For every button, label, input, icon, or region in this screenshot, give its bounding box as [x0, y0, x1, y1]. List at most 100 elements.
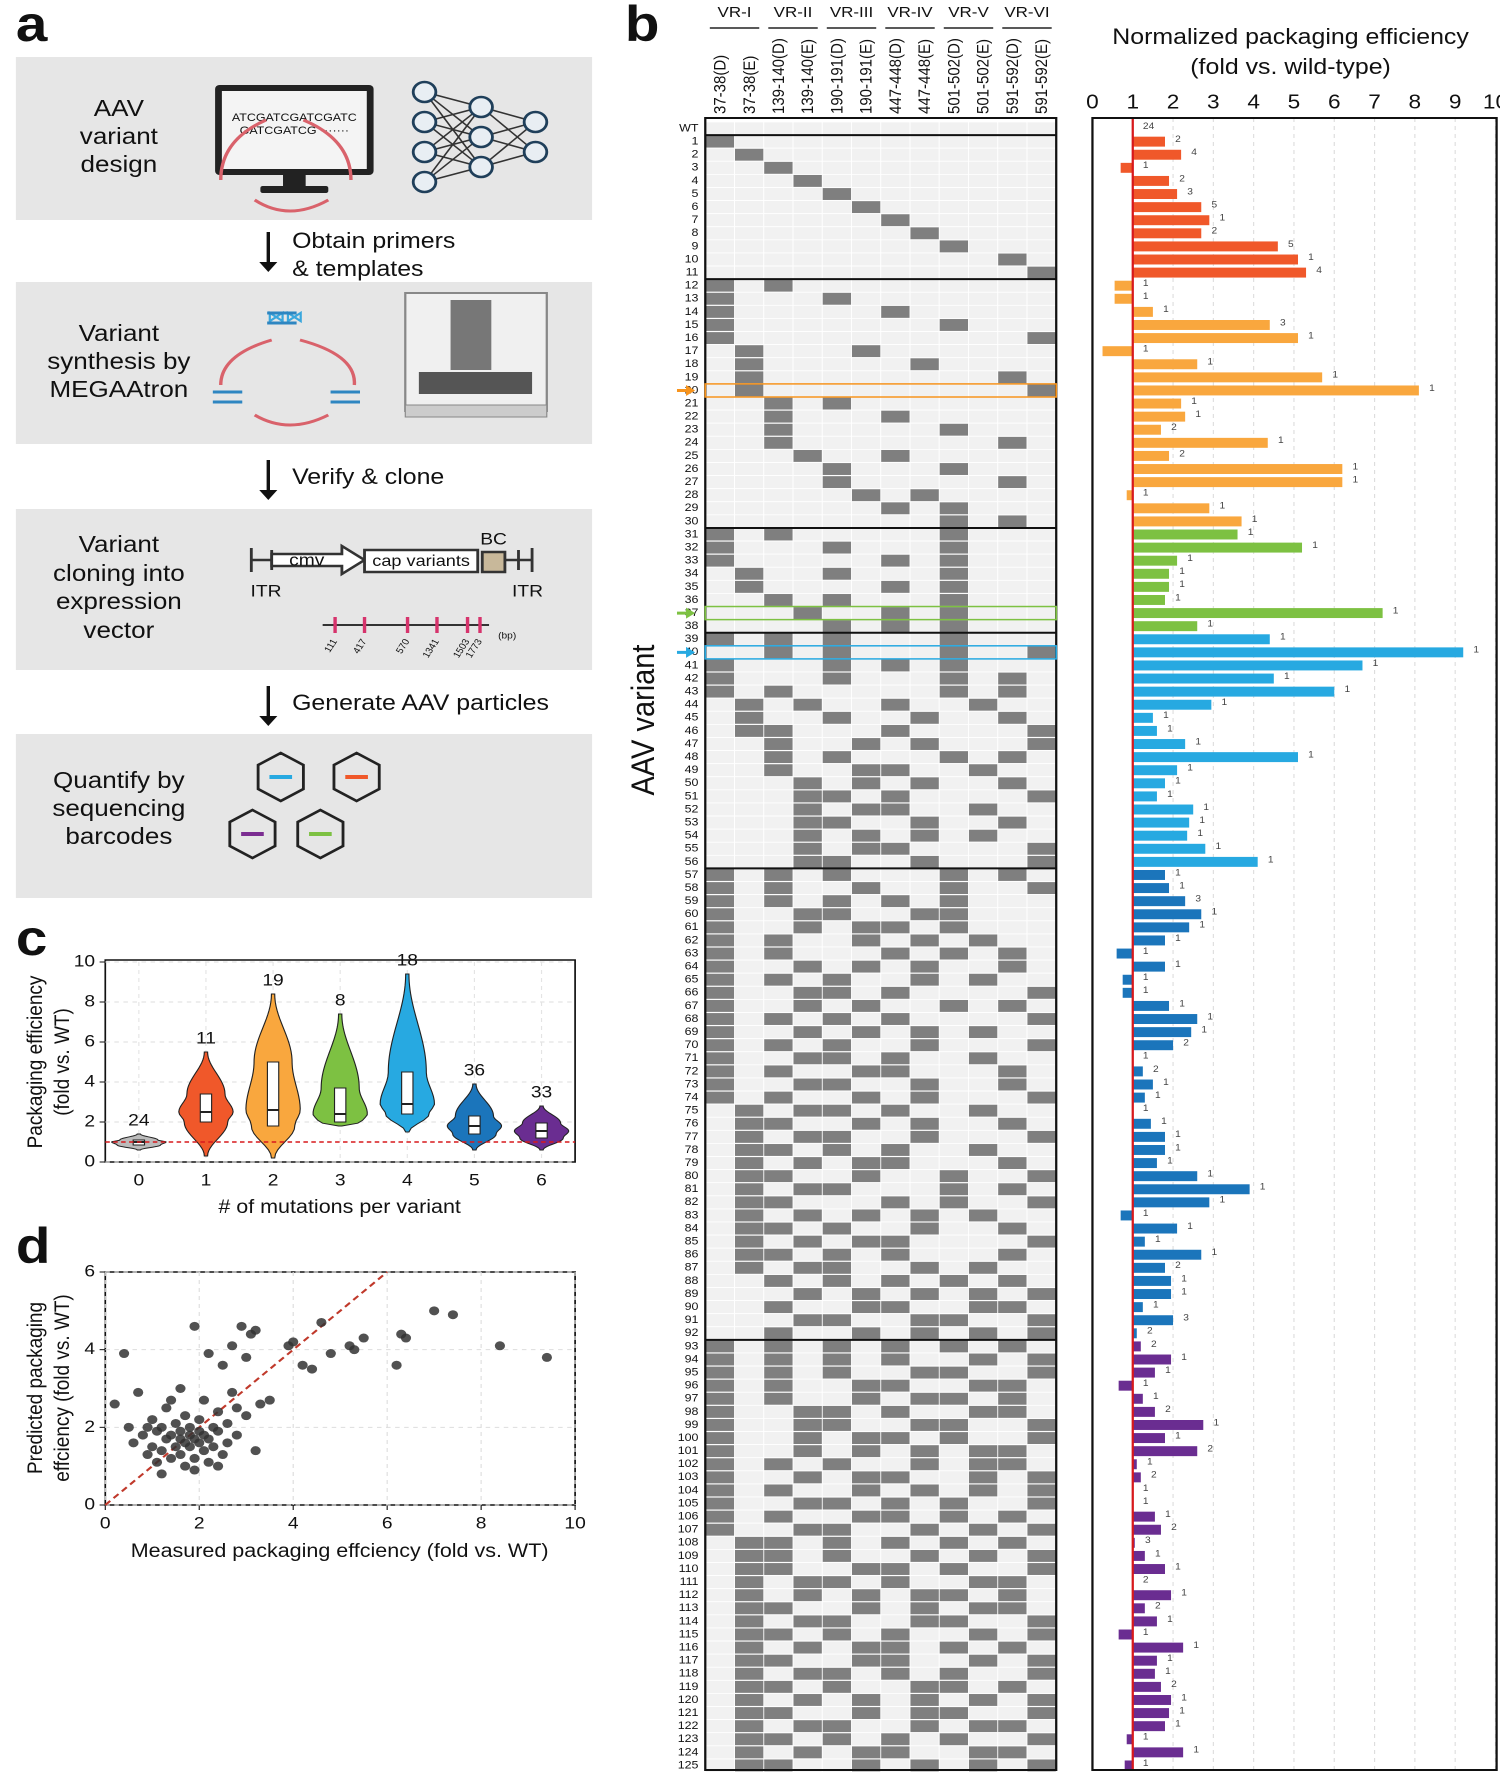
cell: [938, 1627, 969, 1642]
vr-label: VR-VI: [1004, 4, 1049, 21]
row-label: 58: [685, 882, 699, 894]
cell: [968, 1116, 999, 1131]
n-label: 1: [1179, 999, 1185, 1009]
mutation-cell: [910, 1419, 939, 1431]
cell: [997, 763, 1028, 778]
bar: [1114, 293, 1133, 304]
mutation-cell: [793, 1157, 822, 1170]
cell: [909, 160, 940, 175]
cell: [1026, 1339, 1057, 1354]
bar: [1120, 162, 1133, 173]
cell: [734, 1470, 765, 1485]
mutation-cell: [939, 882, 969, 895]
cell: [792, 291, 823, 306]
n-label: 2: [1179, 449, 1185, 459]
cell: [909, 1666, 940, 1681]
cell: [880, 160, 911, 175]
cell: [763, 1208, 794, 1223]
cell: [704, 697, 735, 712]
cell: [880, 514, 911, 529]
bar: [1132, 1721, 1165, 1732]
cell: [851, 265, 882, 280]
cell: [909, 213, 940, 228]
cell: [734, 1090, 765, 1105]
column-label: 37-38(D): [711, 55, 730, 114]
cell: [909, 1012, 940, 1026]
cell: [704, 1706, 735, 1721]
point: [494, 1341, 506, 1351]
row-label: 52: [685, 803, 699, 815]
bar: [1102, 346, 1133, 357]
cell: [851, 448, 882, 463]
step-text: barcodes: [65, 824, 172, 849]
n-label: 1: [1143, 344, 1149, 354]
cell: [909, 697, 940, 712]
cell: [1026, 658, 1057, 673]
cell: [880, 1719, 911, 1734]
mutation-cell: [705, 659, 735, 672]
row-label: 117: [679, 1654, 699, 1666]
cell: [821, 959, 852, 974]
cell: [704, 1313, 735, 1328]
n-label: 1: [1163, 305, 1169, 315]
mutation-cell: [764, 895, 793, 908]
point: [400, 1333, 412, 1343]
cell: [792, 1116, 823, 1131]
cell: [792, 1391, 823, 1406]
bar: [1132, 1249, 1202, 1260]
mutation-cell: [968, 1694, 998, 1706]
cell: [909, 475, 940, 490]
mutation-cell: [939, 463, 969, 475]
cell: [763, 331, 794, 346]
mutation-cell: [764, 1536, 793, 1549]
cell: [968, 1679, 999, 1694]
mutation-cell: [998, 1248, 1027, 1261]
n-label: 1: [1429, 383, 1435, 393]
cell: [909, 1339, 940, 1354]
cell: [997, 1038, 1028, 1053]
cell: [938, 187, 969, 201]
cell: [792, 1273, 823, 1288]
step-text: variant: [80, 124, 158, 149]
cell: [968, 1195, 999, 1210]
cell: [997, 1313, 1028, 1328]
cell: [909, 514, 940, 529]
cell: [938, 1116, 969, 1131]
vector-label: cap variants: [372, 552, 470, 570]
cell: [851, 1103, 882, 1118]
mutation-cell: [764, 1039, 793, 1052]
mutation-cell: [764, 1392, 793, 1405]
cell: [997, 1143, 1028, 1157]
mutation-cell: [705, 947, 735, 960]
mutation-cell: [793, 1667, 822, 1680]
mutation-cell: [998, 1078, 1027, 1091]
mutation-cell: [910, 738, 939, 750]
cell: [880, 147, 911, 162]
cell: [938, 815, 969, 830]
cell: [938, 1522, 969, 1537]
cell: [821, 213, 852, 228]
cell: [734, 1287, 765, 1301]
vector-label: ITR: [512, 582, 543, 601]
cell: [763, 501, 794, 516]
cell: [734, 619, 765, 634]
mutation-cell: [939, 947, 969, 960]
n-label: 1: [1308, 331, 1314, 341]
bar: [1132, 1262, 1165, 1273]
cell: [880, 226, 911, 241]
n-label: 3: [1280, 318, 1286, 328]
neural-net: [411, 80, 549, 194]
cell: [880, 737, 911, 751]
cell: [997, 147, 1028, 162]
mutation-cell: [968, 1549, 998, 1562]
point: [250, 1325, 261, 1335]
mutation-cell: [968, 1261, 998, 1274]
mutation-cell: [910, 1130, 939, 1143]
cell: [851, 815, 882, 830]
barcode-capsids: [228, 751, 381, 860]
mutation-cell: [705, 1419, 735, 1431]
point: [203, 1434, 214, 1444]
cell: [792, 566, 823, 581]
mutation-cell: [822, 895, 852, 908]
monitor-stand: [283, 175, 306, 187]
